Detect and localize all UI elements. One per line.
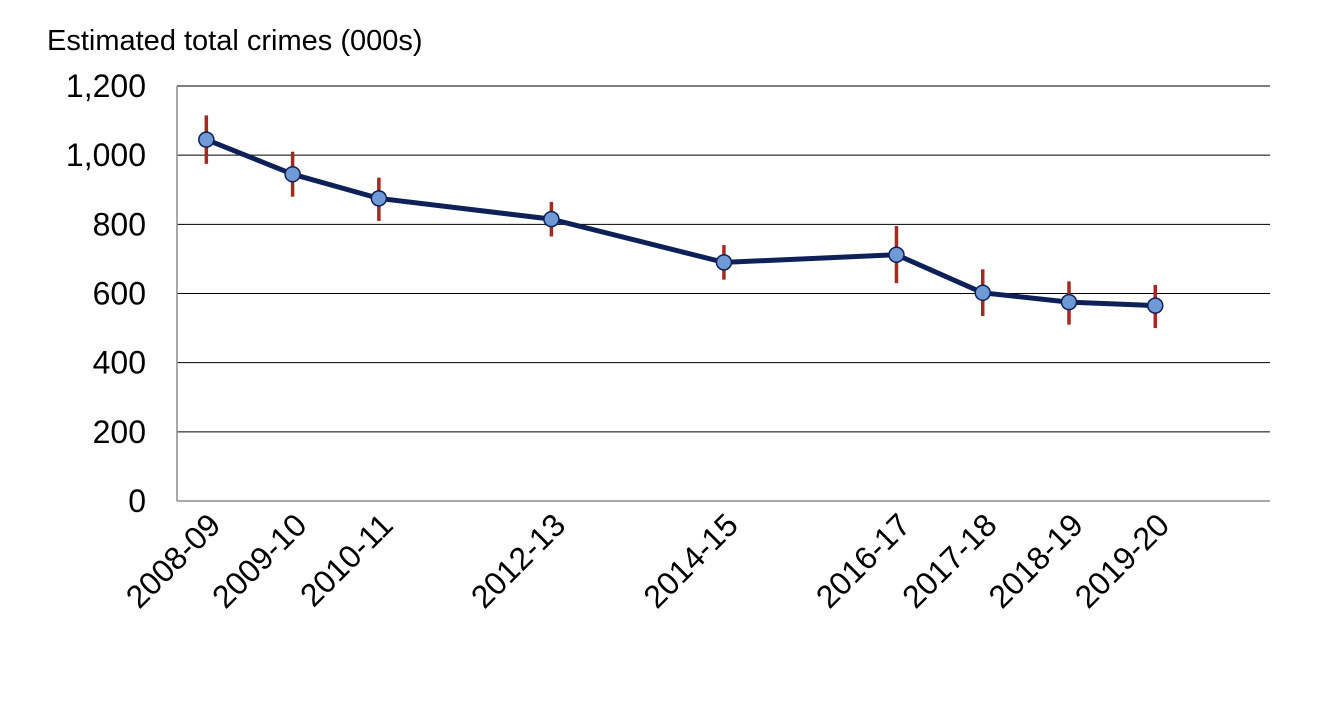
y-tick-label: 800 bbox=[93, 206, 146, 242]
y-tick-label: 0 bbox=[128, 483, 146, 519]
x-tick-label: 2018-19 bbox=[981, 506, 1089, 614]
x-tick-label: 2009-10 bbox=[205, 506, 313, 614]
gridlines bbox=[177, 85, 1270, 433]
x-tick-label: 2017-18 bbox=[895, 506, 1003, 614]
x-tick-label: 2019-20 bbox=[1068, 506, 1176, 614]
data-point bbox=[284, 165, 301, 183]
data-point bbox=[370, 190, 388, 207]
data-point bbox=[543, 210, 560, 228]
x-tick-label: 2016-17 bbox=[809, 506, 917, 614]
data-point bbox=[198, 131, 215, 148]
y-tick-labels: 0 200 400 600 800 1,000 1,200 bbox=[66, 68, 146, 519]
series-line-group bbox=[198, 131, 1164, 314]
y-tick-label: 400 bbox=[93, 345, 146, 381]
data-point bbox=[715, 254, 733, 271]
series-line bbox=[205, 137, 1156, 309]
y-axis-label: Estimated total crimes (000s) bbox=[47, 25, 423, 57]
x-tick-label: 2014-15 bbox=[636, 506, 744, 614]
data-point bbox=[1147, 297, 1164, 314]
axes bbox=[176, 86, 1270, 502]
data-point bbox=[888, 246, 905, 264]
y-tick-label: 200 bbox=[93, 414, 146, 450]
y-tick-label: 600 bbox=[93, 276, 146, 312]
data-point bbox=[974, 284, 991, 302]
x-tick-label: 2010-11 bbox=[293, 506, 400, 613]
x-tick-label: 2012-13 bbox=[464, 506, 572, 614]
y-tick-label: 1,200 bbox=[66, 68, 146, 104]
y-tick-label: 1,000 bbox=[66, 137, 146, 173]
x-tick-label: 2008-09 bbox=[119, 506, 227, 614]
data-point bbox=[1060, 293, 1078, 311]
